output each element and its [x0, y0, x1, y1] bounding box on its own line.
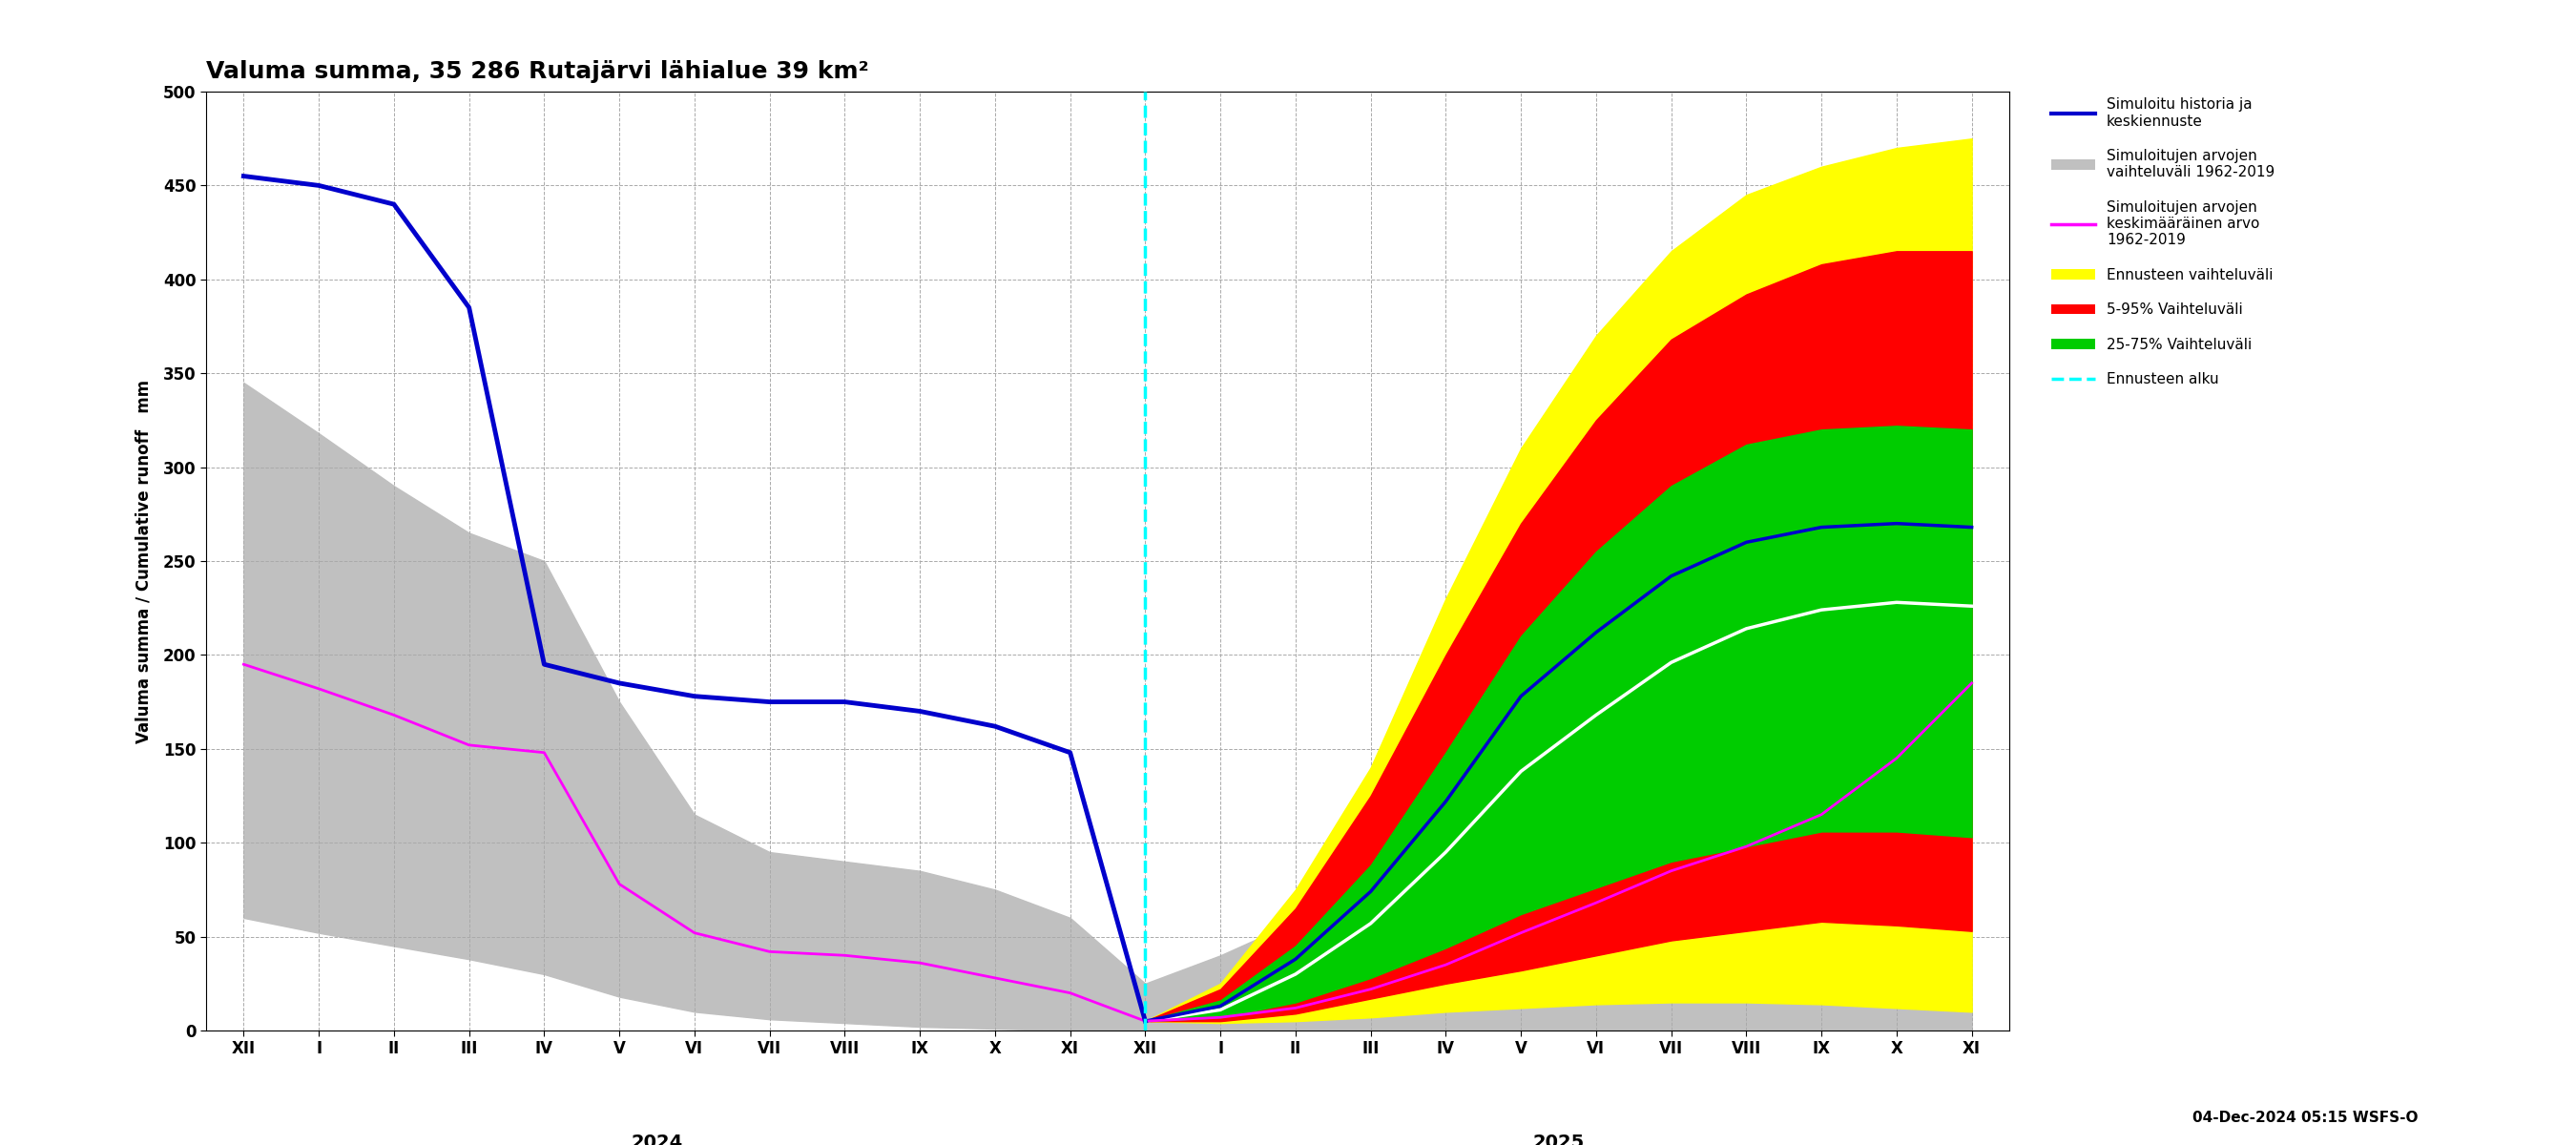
- Text: 2024: 2024: [631, 1134, 683, 1145]
- Text: Valuma summa, 35 286 Rutajärvi lähialue 39 km²: Valuma summa, 35 286 Rutajärvi lähialue …: [206, 61, 868, 84]
- Y-axis label: Valuma summa / Cumulative runoff   mm: Valuma summa / Cumulative runoff mm: [137, 379, 152, 743]
- Text: 04-Dec-2024 05:15 WSFS-O: 04-Dec-2024 05:15 WSFS-O: [2192, 1111, 2419, 1124]
- Text: 2025: 2025: [1533, 1134, 1584, 1145]
- Legend: Simuloitu historia ja
keskiennuste, Simuloitujen arvojen
vaihteluväli 1962-2019,: Simuloitu historia ja keskiennuste, Simu…: [2045, 92, 2280, 393]
